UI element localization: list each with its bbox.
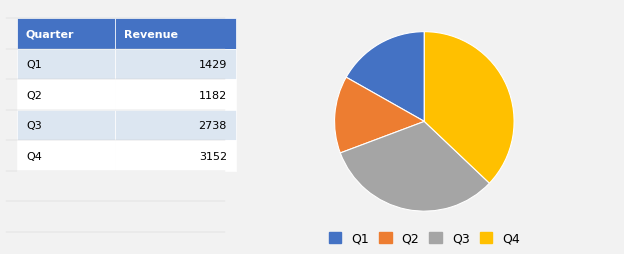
Text: Revenue: Revenue <box>124 29 178 39</box>
Bar <box>17 141 115 171</box>
Bar <box>115 50 235 80</box>
Bar <box>17 80 115 110</box>
Text: 1182: 1182 <box>198 90 227 100</box>
Legend: Q1, Q2, Q3, Q4: Q1, Q2, Q3, Q4 <box>324 227 525 250</box>
Bar <box>17 110 115 141</box>
Text: Q1: Q1 <box>26 60 42 70</box>
Text: Q4: Q4 <box>26 151 42 161</box>
Text: 3152: 3152 <box>198 151 227 161</box>
Wedge shape <box>340 122 489 211</box>
Wedge shape <box>424 33 514 183</box>
Text: 2738: 2738 <box>198 121 227 131</box>
Text: Q3: Q3 <box>26 121 42 131</box>
Bar <box>115 19 235 50</box>
Text: Quarter: Quarter <box>26 29 74 39</box>
Wedge shape <box>334 78 424 153</box>
Text: 1429: 1429 <box>198 60 227 70</box>
Text: Q2: Q2 <box>26 90 42 100</box>
Bar <box>115 80 235 110</box>
Wedge shape <box>346 33 424 122</box>
Bar <box>17 50 115 80</box>
Bar <box>115 141 235 171</box>
Bar <box>17 19 115 50</box>
Bar <box>115 110 235 141</box>
